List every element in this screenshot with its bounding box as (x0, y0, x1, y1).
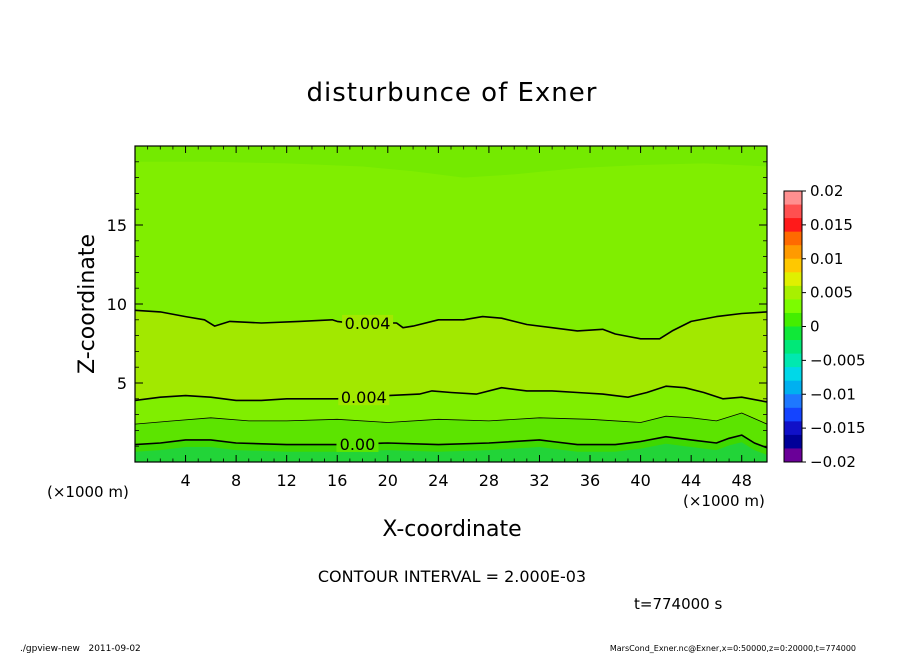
contour-line-3 (135, 412, 767, 425)
colorbar: 0.02 0.015 0.01 0.005 0 −0.005 −0.01 −0.015 −0.0… (783, 182, 866, 471)
colorbar-cell (784, 231, 802, 246)
x-tick-label: 20 (378, 471, 398, 490)
colorbar-cell (784, 421, 802, 436)
x-tick-label: 4 (180, 471, 190, 490)
colorbar-label: 0.01 (810, 250, 843, 268)
colorbar-label: 0.02 (810, 182, 843, 200)
colorbar-label: −0.015 (810, 419, 866, 437)
x-unit-right: (×1000 m) (683, 492, 765, 510)
colorbar-cell (784, 380, 802, 395)
x-tick-label: 24 (428, 471, 448, 490)
colorbar-cell (784, 407, 802, 422)
colorbar-cell (784, 191, 802, 205)
y-axis-ticks: 5 10 15 (107, 161, 767, 447)
x-tick-label: 8 (231, 471, 241, 490)
contour-labels: 0.004 0.004 0.00 (336, 314, 394, 454)
contour-interval-text: CONTOUR INTERVAL = 2.000E-03 (318, 567, 586, 586)
colorbar-cell (784, 367, 802, 382)
x-tick-label: 16 (327, 471, 347, 490)
contour-label-bg (342, 314, 394, 331)
colorbar-cell (784, 326, 802, 341)
colorbar-cell (784, 312, 802, 327)
contour-label: 0.004 (341, 388, 387, 407)
contour-line-2 (135, 385, 767, 403)
contour-label: 0.00 (340, 435, 376, 454)
colorbar-cell (784, 353, 802, 368)
band-top-strip (135, 146, 767, 178)
colorbar-cell (784, 285, 802, 300)
y-tick-label: 5 (117, 374, 127, 393)
x-tick-label: 32 (529, 471, 549, 490)
contour-label: 0.004 (345, 314, 391, 333)
x-unit-left: (×1000 m) (47, 483, 129, 501)
contour-line-1 (135, 309, 767, 340)
file-stamp: MarsCond_Exner.nc@Exner,x=0:50000,z=0:20… (610, 644, 856, 653)
colorbar-cell (784, 394, 802, 409)
filled-contour-bands (135, 146, 767, 462)
colorbar-label: −0.01 (810, 385, 856, 403)
colorbar-label: −0.005 (810, 351, 866, 369)
colorbar-labels: 0.02 0.015 0.01 0.005 0 −0.005 −0.01 −0.015 −0.0… (802, 182, 866, 471)
x-axis-label: X-coordinate (382, 517, 521, 542)
colorbar-cell (784, 272, 802, 287)
x-tick-label: 40 (630, 471, 650, 490)
contour-lines (135, 309, 767, 449)
colorbar-cell (784, 204, 802, 219)
colorbar-cells (784, 191, 802, 463)
x-tick-label: 44 (681, 471, 701, 490)
x-tick-label: 48 (732, 471, 752, 490)
y-tick-label: 10 (107, 295, 127, 314)
colorbar-cell (784, 258, 802, 273)
program-stamp: ./gpview-new 2011-09-02 (20, 644, 141, 654)
colorbar-label: 0 (810, 318, 820, 336)
colorbar-cell (784, 340, 802, 354)
contour-label-bg (336, 435, 379, 452)
colorbar-cell (784, 448, 802, 463)
x-axis-ticks: 4 8 12 16 20 24 28 32 36 40 44 48 (147, 146, 755, 490)
colorbar-cell (784, 299, 802, 314)
x-tick-label: 12 (277, 471, 297, 490)
colorbar-label: 0.015 (810, 216, 853, 234)
colorbar-cell (784, 245, 802, 260)
x-tick-label: 36 (580, 471, 600, 490)
band-lower-2 (135, 413, 767, 448)
chart-title: disturbunce of Exner (307, 78, 598, 108)
y-tick-label: 15 (107, 216, 127, 235)
contour-line-4 (135, 434, 767, 449)
time-stamp-text: t=774000 s (634, 595, 722, 613)
band-middle (135, 310, 767, 402)
colorbar-cell (784, 434, 802, 449)
colorbar-label: 0.005 (810, 284, 853, 302)
colorbar-cell (784, 218, 802, 233)
contour-label-bg (338, 389, 390, 406)
colorbar-label: −0.02 (810, 453, 856, 471)
x-tick-label: 28 (479, 471, 499, 490)
y-axis-label: Z-coordinate (75, 234, 100, 374)
